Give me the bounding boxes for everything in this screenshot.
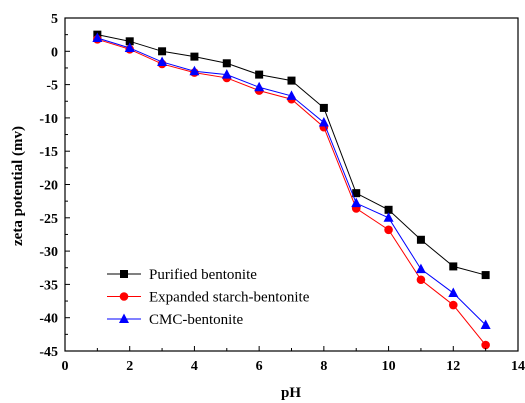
x-tick-label: 12: [446, 359, 460, 374]
data-point: [158, 47, 167, 56]
legend-label: Expanded starch-bentonite: [149, 290, 310, 306]
legend-entry: Expanded starch-bentonite: [107, 290, 310, 306]
y-axis-title: zeta potential (mv): [10, 126, 26, 246]
y-tick-label: -15: [39, 145, 58, 160]
y-tick-label: -45: [39, 345, 58, 360]
x-tick-label: 10: [382, 359, 396, 374]
data-point: [415, 263, 426, 274]
data-point: [480, 319, 491, 330]
data-point: [190, 52, 199, 61]
data-point: [448, 300, 458, 310]
y-tick-label: -35: [39, 278, 58, 293]
data-point: [92, 32, 103, 42]
x-tick-label: 14: [511, 359, 525, 374]
data-point: [221, 69, 232, 79]
data-point: [481, 271, 490, 280]
data-point: [384, 225, 393, 235]
data-point: [383, 212, 394, 222]
x-tick-label: 6: [256, 359, 263, 374]
data-point: [416, 235, 425, 244]
legend-marker: [120, 270, 128, 278]
data-point: [124, 42, 135, 52]
x-tick-label: 8: [320, 359, 327, 374]
x-tick-label: 4: [191, 359, 198, 374]
x-tick-label: 2: [126, 359, 133, 374]
y-tick-label: 0: [51, 45, 58, 60]
y-tick-label: -20: [39, 179, 58, 194]
series-purified-bentonite: [93, 30, 490, 280]
plot-area: [92, 30, 491, 350]
y-tick-label: -10: [39, 112, 58, 127]
data-point: [449, 262, 458, 271]
data-point: [286, 90, 297, 100]
y-tick-label: -25: [39, 212, 58, 227]
data-point: [254, 81, 265, 92]
data-point: [125, 37, 134, 46]
data-point: [157, 56, 168, 66]
legend-entry: Purified bentonite: [107, 267, 257, 283]
data-point: [189, 65, 200, 76]
data-point: [287, 76, 296, 85]
x-axis-title: pH: [281, 385, 301, 401]
data-point: [352, 189, 361, 198]
axes: 0 2 4 6 8 10 12 14 5 0 -5 -10 -15 -20 -25 -30 -35 -40 -45: [39, 12, 525, 374]
legend-label: Purified bentonite: [149, 267, 257, 283]
legend-marker: [119, 292, 129, 301]
series-cmc-bentonite: [92, 32, 491, 330]
data-point: [222, 59, 231, 68]
data-point: [351, 197, 362, 208]
legend-entry: CMC-bentonite: [107, 312, 244, 328]
data-point: [416, 275, 426, 285]
data-point: [481, 340, 490, 350]
legend-marker: [119, 313, 129, 323]
y-tick-label: -30: [39, 245, 58, 260]
series-line: [97, 34, 486, 276]
x-tick-label: 0: [62, 359, 69, 374]
data-point: [384, 205, 393, 214]
data-point: [319, 103, 328, 112]
y-tick-label: -5: [46, 79, 58, 94]
data-point: [448, 287, 459, 298]
data-point: [255, 70, 264, 79]
y-tick-label: 5: [51, 12, 58, 27]
data-point: [318, 117, 329, 127]
legend: Purified bentonite Expanded starch-benton…: [107, 267, 310, 328]
legend-label: CMC-bentonite: [149, 312, 244, 328]
y-tick-label: -40: [39, 312, 58, 327]
